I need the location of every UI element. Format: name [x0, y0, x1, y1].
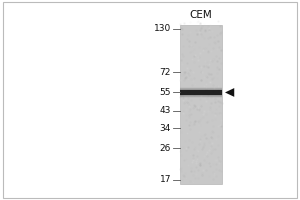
Bar	[180, 88, 222, 97]
Text: CEM: CEM	[190, 10, 212, 20]
Bar	[180, 25, 222, 184]
Bar	[180, 90, 222, 95]
Text: 43: 43	[160, 106, 171, 115]
Text: 72: 72	[160, 68, 171, 77]
Text: 26: 26	[160, 144, 171, 153]
Text: 17: 17	[160, 175, 171, 184]
Bar	[180, 87, 222, 98]
Polygon shape	[225, 88, 234, 97]
Bar	[180, 88, 222, 97]
Text: 55: 55	[160, 88, 171, 97]
Text: 34: 34	[160, 124, 171, 133]
Bar	[180, 89, 222, 96]
Text: 130: 130	[154, 24, 171, 33]
